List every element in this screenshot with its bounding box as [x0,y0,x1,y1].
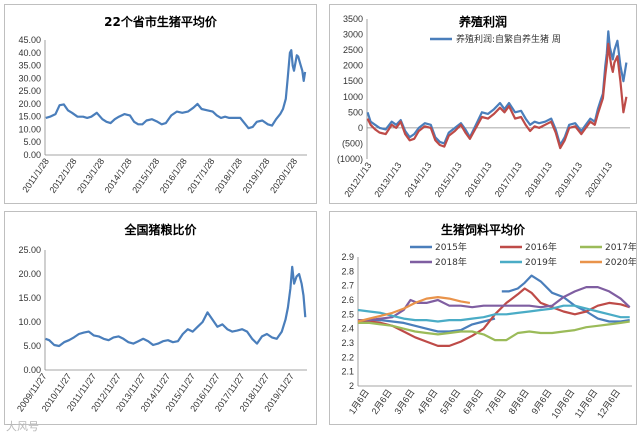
y-tick-label: 2.5 [341,309,354,319]
y-tick-label: 2.1 [341,367,354,377]
x-tick-label: 2012/1/13 [342,160,373,199]
x-tick-label: 10月6日 [549,387,576,420]
y-tick-label: 35.00 [18,61,41,71]
x-tick-label: 2017/1/13 [493,160,524,199]
x-tick-label: 2020/1/28 [268,156,299,195]
hog-price-chart: 0.00 5.00 10.00 15.00 20.00 25.00 30.00 35.00 40… [18,35,307,195]
y-tick-label: 2.8 [341,266,354,276]
x-tick-label: 2011/1/28 [20,156,51,194]
legend-label: 养殖利润:自繁自养生猪 周 [456,33,561,45]
series-line [357,304,630,323]
x-tick-label: 2018/1/13 [523,160,554,199]
x-tick-label: 8月6日 [507,387,531,416]
x-tick-label: 2020/1/13 [583,160,614,199]
y-tick-label: 3500 [343,14,363,24]
y-tick-label: 20.00 [18,269,41,279]
y-tick-label: 10.00 [18,317,41,327]
y-tick-label: 25.00 [18,245,41,255]
y-tick-label: 0 [358,123,363,133]
y-tick-label: 30.00 [18,73,41,83]
legend-label: 2015年 [435,241,467,253]
legend-label: 2020年 [605,256,637,268]
y-tick-label: 0.00 [23,150,41,160]
x-tick-label: 2019/1/13 [553,160,584,199]
x-tick-label: 2014/1/13 [402,160,433,199]
y-tick-label: 25.00 [18,86,41,96]
x-tick-label: 5月6日 [438,387,462,416]
y-tick-label: 2.2 [341,352,354,362]
y-tick-label: 1000 [343,92,363,102]
hog-grain-ratio-chart: 0.005.0010.0015.0020.0025.002009/11/2720… [15,245,307,414]
x-tick-label: 2月6日 [370,387,394,416]
x-tick-label: 1月6日 [347,387,371,416]
x-tick-label: 12月6日 [595,387,622,420]
y-tick-label: (1000) [337,154,363,164]
chart-title: 生猪饲料平均价 [440,223,525,237]
feed-price-chart: 2 2.1 2.2 2.3 2.4 2.5 2.6 2.7 2.8 2.9 1月6日2月6日3月6日… [341,241,637,420]
chart-title: 全国猪粮比价 [124,223,197,237]
x-tick-label: 2016/1/13 [463,160,494,199]
y-tick-label: 0.00 [23,365,41,375]
y-tick-label: 500 [348,107,363,117]
series-line [366,30,628,147]
x-tick-label: 3月6日 [392,387,416,416]
y-tick-label: 2.3 [341,338,354,348]
y-tick-label: 10.00 [18,124,41,134]
legend-label: 2016年 [525,241,557,253]
series-line [45,265,307,348]
x-tick-label: 2015/1/13 [433,160,464,199]
series-line [358,320,630,342]
y-tick-label: 2.6 [341,295,354,305]
series-line [357,296,471,323]
x-tick-label: 9月6日 [529,387,553,416]
y-tick-label: 5.00 [23,341,41,351]
series-line [357,274,630,333]
breeding-profit-chart: (1000) (500) 0 500 1000 1500 2000 2500 3000 3500 2… [337,14,630,199]
y-tick-label: 40.00 [18,48,41,58]
x-tick-label: 7月6日 [484,387,508,416]
y-tick-label: 2.9 [341,252,354,262]
chart-title: 养殖利润 [458,15,507,29]
y-tick-label: 2 [349,381,354,391]
y-tick-label: 15.00 [18,293,41,303]
y-tick-label: 3000 [343,30,363,40]
y-tick-label: 1500 [343,76,363,86]
legend-label: 2019年 [525,256,557,268]
series-line [45,49,307,130]
breeding-profit-chart-panel: 养殖利润 (1000) (500) 0 500 1000 1500 2000 2500 3000… [329,4,637,204]
legend-label: 2017年 [605,241,637,253]
chart-title: 22个省市生猪平均价 [104,15,217,29]
x-tick-label: 2013/1/13 [372,160,403,199]
y-tick-label: 2500 [343,45,363,55]
y-tick-label: 20.00 [18,99,41,109]
x-tick-label: 4月6日 [415,387,439,416]
y-tick-label: 2000 [343,61,363,71]
y-tick-label: (500) [342,138,363,148]
x-tick-label: 6月6日 [461,387,485,416]
y-tick-label: 2.4 [341,324,354,334]
y-tick-label: 5.00 [23,137,41,147]
series-line [366,42,628,150]
watermark: 大风号 [6,420,39,433]
legend-label: 2018年 [435,256,467,268]
hog-price-chart-panel: 22个省市生猪平均价 0.00 5.00 10.00 15.00 20.00 25.00 3… [4,4,317,204]
y-tick-label: 2.7 [341,281,354,291]
y-tick-label: 15.00 [18,112,41,122]
series-line [357,287,631,347]
hog-grain-ratio-chart-panel: 全国猪粮比价 0.00 5.00 10.00 15.00 20.00 25.00 2009/… [4,211,317,425]
feed-price-chart-panel: 生猪饲料平均价 2 2.1 2.2 2.3 2.4 2.5 2.6 2.7 2.8 2.9 1月6日… [329,211,637,425]
y-tick-label: 45.00 [18,35,41,45]
